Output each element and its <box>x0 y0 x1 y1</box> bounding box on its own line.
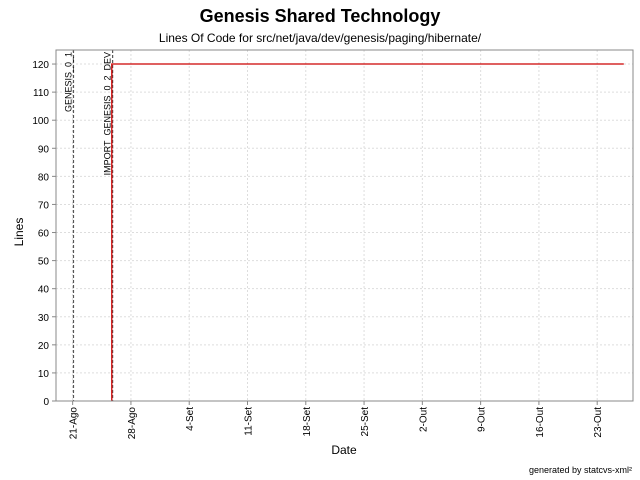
plot-area-border <box>55 49 634 402</box>
chart-subtitle: Lines Of Code for src/net/java/dev/genes… <box>158 31 482 45</box>
y-tick-label: 0 <box>43 397 49 408</box>
tick-layer: 0 10 20 30 40 50 60 70 80 90 100 110 120 21-Ago 28-Ago… <box>32 60 604 439</box>
x-tick-label: 18-Set <box>302 407 313 437</box>
marker-layer: GENESIS_0_1 IMPORT_GENESIS_0_2_DEV <box>63 50 114 401</box>
y-tick-label: 50 <box>38 257 50 268</box>
x-tick-label: 11-Set <box>244 407 255 436</box>
y-tick-label: 70 <box>38 200 50 211</box>
x-tick-label: 4-Set <box>185 407 196 431</box>
y-tick-label: 100 <box>32 116 49 127</box>
y-tick-label: 10 <box>38 369 50 380</box>
tag-marker-label: GENESIS_0_1 <box>63 52 73 112</box>
x-tick-label: 23-Out <box>593 407 604 438</box>
x-tick-label: 9-Out <box>477 407 488 432</box>
series-line <box>111 63 624 401</box>
x-tick-label: 25-Set <box>360 407 371 437</box>
y-axis-label: Lines <box>12 218 26 247</box>
tag-marker-label: IMPORT_GENESIS_0_2_DEV <box>103 52 113 175</box>
y-tick-label: 120 <box>32 60 49 71</box>
y-tick-label: 60 <box>38 229 50 240</box>
y-tick-label: 30 <box>38 313 50 324</box>
x-tick-label: 2-Out <box>418 407 429 432</box>
series-layer <box>111 63 624 401</box>
grid-layer <box>56 50 633 402</box>
footer-credit: generated by statcvs-xml² <box>528 465 632 475</box>
y-tick-label: 20 <box>38 341 50 352</box>
y-tick-label: 110 <box>33 88 49 99</box>
x-tick-label: 16-Out <box>535 407 546 438</box>
x-tick-label: 21-Ago <box>69 407 80 440</box>
y-tick-label: 90 <box>38 144 50 155</box>
y-tick-label: 80 <box>38 172 50 183</box>
x-axis-label: Date <box>331 443 357 457</box>
chart-title: Genesis Shared Technology <box>199 6 441 26</box>
y-tick-label: 40 <box>38 285 50 296</box>
x-tick-label: 28-Ago <box>127 407 138 440</box>
